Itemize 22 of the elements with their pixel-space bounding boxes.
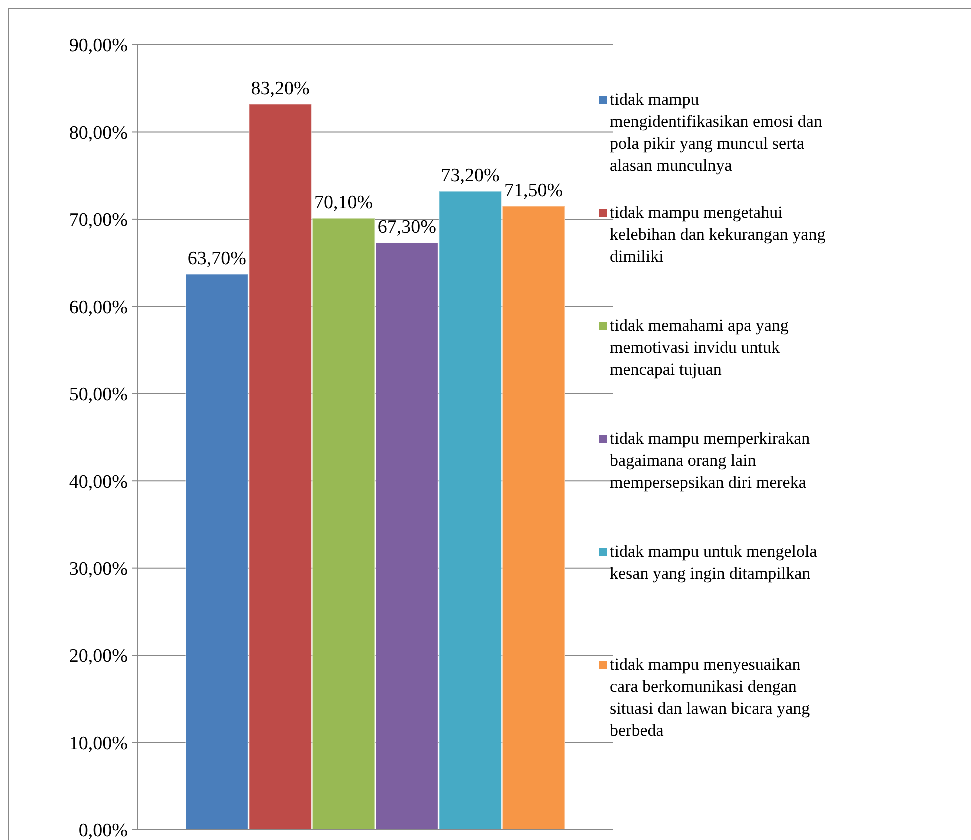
data-label: 67,30% (378, 216, 437, 238)
legend-label: tidak mampu memperkirakan bagaimana orang lain mempersepsikan diri mereka (610, 429, 811, 492)
y-tick-label: 70,00% (69, 210, 128, 232)
legend-label: tidak memahami apa yang memotivasi invidu untuk mencapai tujuan (610, 316, 790, 379)
y-tick-label: 60,00% (69, 297, 128, 318)
legend-label: tidak mampu mengetahui kelebihan dan kekurangan yang dimiliki (610, 203, 826, 266)
data-label: 63,70% (188, 248, 247, 270)
data-label: 73,20% (441, 166, 500, 187)
legend-label: tidak mampu untuk mengelola kesan yang ingin ditampilkan (610, 542, 818, 583)
legend-label: tidak mampu menyesuaikan cara berkomunikasi dengan situasi dan lawan bicara yang berbeda (610, 655, 811, 740)
y-tick-label: 0,00% (78, 820, 128, 840)
data-label: 71,50% (504, 180, 564, 202)
legend-label: tidak mampu mengidentifikasikan emosi dan pola pikir yang muncul serta alasan munculnya (610, 90, 823, 175)
data-label: 83,20% (251, 78, 310, 100)
data-label: 70,10% (314, 192, 374, 214)
y-tick-label: 50,00% (69, 384, 128, 406)
y-tick-label: 10,00% (69, 733, 128, 754)
y-tick-label: 90,00% (69, 36, 128, 57)
y-tick-label: 40,00% (69, 472, 128, 493)
y-tick-label: 20,00% (69, 646, 128, 668)
y-tick-label: 30,00% (69, 558, 128, 580)
y-tick-label: 80,00% (69, 122, 128, 144)
